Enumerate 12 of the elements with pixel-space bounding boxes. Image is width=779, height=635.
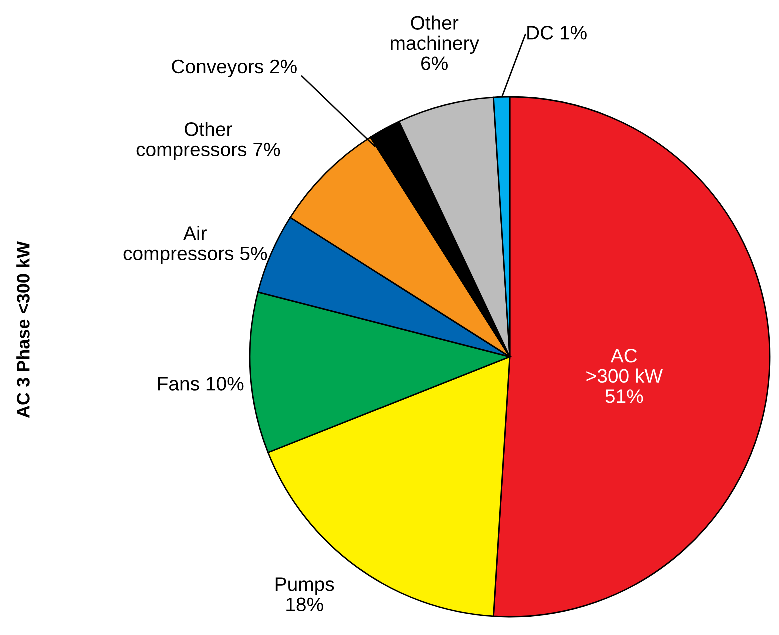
slice-label: Pumps: [276, 578, 334, 596]
slice-label: Fans 10%: [158, 377, 244, 391]
slice-label: Conveyors 2%: [172, 60, 297, 78]
data-label: 6%: [422, 56, 448, 70]
slice-label: AC >300 kW: [586, 349, 663, 384]
slice-label: DC 1%: [528, 26, 587, 40]
text: AC 3 Phase <300 kW: [16, 241, 30, 418]
data-label: 18%: [286, 598, 324, 612]
slice-label: Air compressors 5%: [124, 226, 268, 264]
data-label: 51%: [606, 390, 644, 404]
slice-label: Other compressors 7%: [136, 122, 280, 160]
slice-label: Other machinery: [391, 16, 480, 54]
